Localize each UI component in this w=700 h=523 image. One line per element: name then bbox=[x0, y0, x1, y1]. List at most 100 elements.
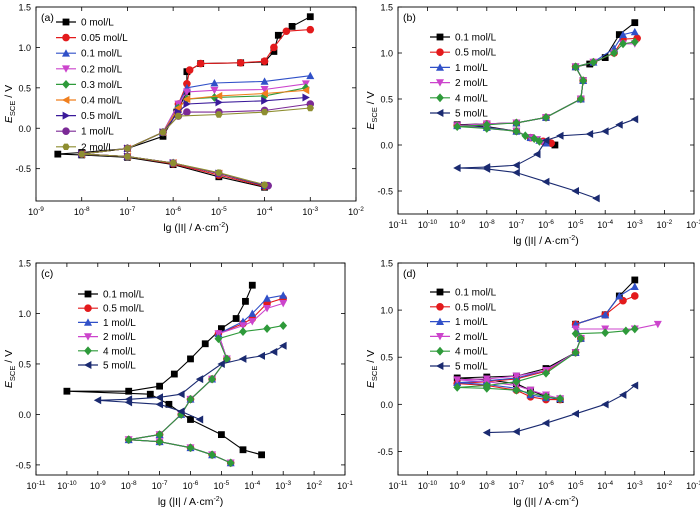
data-point bbox=[214, 334, 223, 344]
data-point bbox=[306, 25, 315, 34]
data-point bbox=[601, 400, 609, 409]
legend-marker bbox=[436, 288, 444, 296]
y-tick-label: -0.5 bbox=[15, 460, 31, 470]
data-point bbox=[576, 333, 585, 343]
data-point bbox=[183, 108, 191, 116]
legend-label: 0.1 mol/L bbox=[455, 33, 497, 44]
data-point bbox=[214, 330, 223, 338]
data-point bbox=[512, 126, 521, 136]
data-point bbox=[512, 168, 520, 177]
y-tick-label: 0.5 bbox=[380, 353, 393, 363]
data-point bbox=[601, 54, 609, 61]
legend-label: 4 mol/L bbox=[103, 346, 136, 357]
data-point bbox=[170, 370, 178, 378]
data-point bbox=[260, 89, 268, 98]
data-point bbox=[182, 95, 191, 104]
legend-entry: 0.05 mol/L bbox=[56, 33, 128, 44]
legend-label: 4 mol/L bbox=[455, 93, 488, 104]
data-point bbox=[542, 419, 550, 428]
legend-entry: 5 mol/L bbox=[78, 361, 136, 372]
data-point bbox=[257, 351, 266, 360]
y-tick-label: 1.5 bbox=[18, 259, 31, 269]
data-point bbox=[186, 394, 195, 404]
series-line bbox=[486, 385, 636, 434]
data-point bbox=[279, 341, 287, 350]
data-point bbox=[269, 347, 278, 356]
series-line bbox=[66, 284, 262, 456]
data-point bbox=[576, 94, 585, 104]
data-point bbox=[215, 111, 223, 118]
x-axis-label: lg (|I| / A·cm-2) bbox=[163, 222, 228, 234]
y-tick-label: 0.0 bbox=[18, 410, 31, 420]
legend-label: 1 mol/L bbox=[455, 317, 488, 328]
data-point bbox=[526, 388, 535, 398]
data-point bbox=[263, 294, 272, 302]
x-axis-label: lg (|I| / A·cm-2) bbox=[513, 235, 578, 247]
data-point bbox=[187, 355, 194, 363]
data-point bbox=[556, 131, 564, 140]
legend-entry: 1 mol/L bbox=[56, 127, 114, 138]
data-point bbox=[586, 60, 594, 68]
data-point bbox=[630, 27, 639, 36]
data-point bbox=[214, 91, 223, 100]
x-tick-label: 10-2 bbox=[348, 206, 364, 217]
legend-marker bbox=[62, 143, 70, 151]
x-tick-label: 10-4 bbox=[244, 480, 260, 491]
x-tick-label: 10-11 bbox=[389, 480, 408, 491]
series-2-mol-L bbox=[78, 104, 314, 189]
legend-entry: 0.5 mol/L bbox=[78, 304, 145, 315]
data-point bbox=[631, 292, 639, 300]
series-5-mol-L bbox=[482, 381, 639, 437]
legend-entry: 0.5 mol/L bbox=[430, 48, 497, 59]
data-point bbox=[592, 194, 600, 203]
data-point bbox=[306, 104, 314, 112]
data-point bbox=[260, 77, 269, 85]
data-point bbox=[306, 13, 314, 21]
x-tick-label: 10-8 bbox=[479, 219, 495, 230]
legend-entry: 4 mol/L bbox=[430, 93, 488, 104]
chart-panel-1: 10-9 10-8 10-7 10-6 10-5 10-4 10-3 10-2 -0.5 0.0 0… bbox=[3, 3, 364, 235]
legend-label: 0.5 mol/L bbox=[103, 304, 145, 315]
x-tick-label: 10-3 bbox=[627, 480, 643, 491]
data-point bbox=[279, 291, 288, 299]
x-tick-label: 10-9 bbox=[449, 480, 465, 491]
data-point bbox=[630, 324, 639, 334]
data-point bbox=[177, 407, 185, 416]
legend-label: 0.5 mol/L bbox=[455, 48, 497, 59]
legend-marker bbox=[436, 333, 444, 341]
x-tick-label: 10-10 bbox=[57, 480, 77, 491]
legend-marker bbox=[436, 362, 444, 370]
chart-panel-4: 10-11 10-10 10-9 10-8 10-7 10-6 10-5 10-4 10-3 10… bbox=[365, 259, 700, 509]
series-line bbox=[97, 345, 284, 421]
x-axis-label: lg (|I| / A·cm-2) bbox=[513, 496, 578, 508]
series-line bbox=[128, 302, 284, 464]
data-point bbox=[512, 372, 521, 381]
legend-label: 0.05 mol/L bbox=[81, 33, 128, 44]
legend-entry: 5 mol/L bbox=[430, 362, 488, 373]
data-point bbox=[215, 98, 223, 107]
data-point bbox=[512, 377, 521, 387]
x-tick-label: 10-5 bbox=[214, 480, 230, 491]
series-4-mol-L bbox=[453, 37, 639, 146]
legend-entry: 2 mol/L bbox=[430, 78, 488, 89]
legend-entry: 4 mol/L bbox=[430, 347, 488, 358]
data-point bbox=[195, 375, 204, 384]
y-tick-label: 1.5 bbox=[380, 259, 393, 269]
data-point bbox=[124, 435, 133, 445]
legend-entry: 0.3 mol/L bbox=[56, 80, 123, 91]
x-tick-label: 10-10 bbox=[418, 219, 438, 230]
x-tick-label: 10-2 bbox=[306, 480, 322, 491]
legend-marker bbox=[62, 96, 70, 104]
x-tick-label: 10-7 bbox=[120, 206, 136, 217]
data-point bbox=[535, 136, 544, 146]
legend-label: 5 mol/L bbox=[455, 109, 488, 120]
x-tick-label: 10-5 bbox=[568, 219, 584, 230]
data-point bbox=[183, 79, 191, 88]
x-tick-label: 10-7 bbox=[509, 480, 525, 491]
data-point bbox=[453, 376, 462, 384]
legend-label: 2 mol/L bbox=[103, 332, 136, 343]
data-point bbox=[585, 129, 594, 138]
legend-label: 5 mol/L bbox=[455, 362, 488, 373]
data-point bbox=[302, 93, 310, 102]
